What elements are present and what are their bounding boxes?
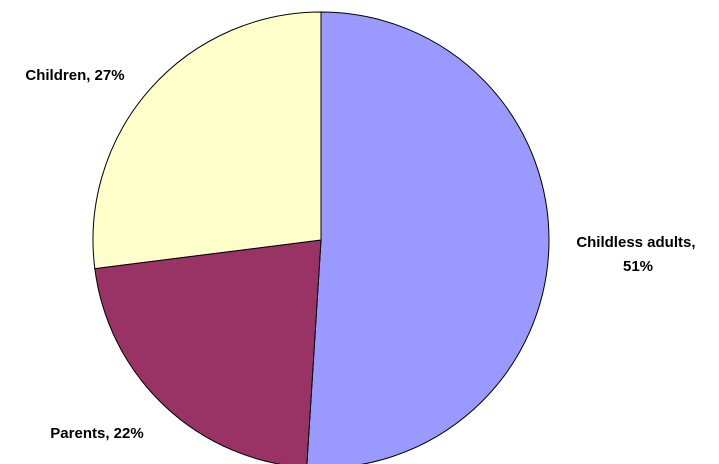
slice-label-children-line1: Children, 27%: [25, 67, 124, 84]
pie-slices: [92, 11, 550, 464]
slice-label-children: Children, 27%: [25, 67, 124, 84]
slice-label-childless-adults-line1: Childless adults,: [576, 234, 695, 251]
pie-labels: Childless adults, 51% Parents, 22% Child…: [25, 67, 699, 442]
pie-slice-children: [92, 11, 322, 270]
slice-label-parents: Parents, 22%: [50, 425, 143, 442]
slice-label-parents-line1: Parents, 22%: [50, 425, 143, 442]
pie-slice-parents: [94, 239, 322, 464]
pie-slice-childless-adults: [306, 11, 550, 464]
slice-label-childless-adults: Childless adults, 51%: [576, 234, 699, 275]
slice-label-childless-adults-line2: 51%: [623, 258, 653, 275]
